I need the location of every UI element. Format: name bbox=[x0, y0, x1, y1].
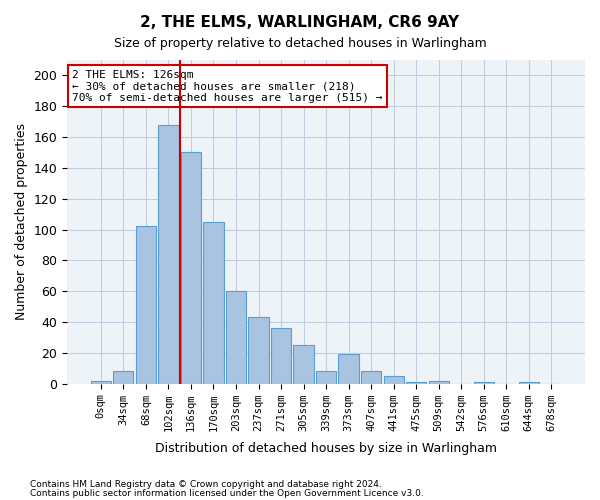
Bar bbox=[181, 152, 201, 384]
Text: 2 THE ELMS: 126sqm
← 30% of detached houses are smaller (218)
70% of semi-detach: 2 THE ELMS: 126sqm ← 30% of detached hou… bbox=[73, 70, 383, 103]
Bar bbox=[473, 382, 494, 384]
Bar bbox=[136, 226, 156, 384]
Bar bbox=[316, 372, 336, 384]
Bar bbox=[406, 382, 427, 384]
Bar bbox=[361, 372, 381, 384]
Bar bbox=[338, 354, 359, 384]
Bar bbox=[428, 380, 449, 384]
Bar bbox=[248, 318, 269, 384]
Text: Size of property relative to detached houses in Warlingham: Size of property relative to detached ho… bbox=[113, 38, 487, 51]
Text: Contains HM Land Registry data © Crown copyright and database right 2024.: Contains HM Land Registry data © Crown c… bbox=[30, 480, 382, 489]
Bar bbox=[113, 372, 133, 384]
Bar bbox=[271, 328, 291, 384]
Y-axis label: Number of detached properties: Number of detached properties bbox=[15, 124, 28, 320]
Bar bbox=[226, 291, 246, 384]
Bar bbox=[158, 124, 179, 384]
X-axis label: Distribution of detached houses by size in Warlingham: Distribution of detached houses by size … bbox=[155, 442, 497, 455]
Bar bbox=[203, 222, 224, 384]
Bar bbox=[91, 380, 111, 384]
Bar bbox=[383, 376, 404, 384]
Text: Contains public sector information licensed under the Open Government Licence v3: Contains public sector information licen… bbox=[30, 488, 424, 498]
Bar bbox=[293, 345, 314, 384]
Bar bbox=[518, 382, 539, 384]
Text: 2, THE ELMS, WARLINGHAM, CR6 9AY: 2, THE ELMS, WARLINGHAM, CR6 9AY bbox=[140, 15, 460, 30]
